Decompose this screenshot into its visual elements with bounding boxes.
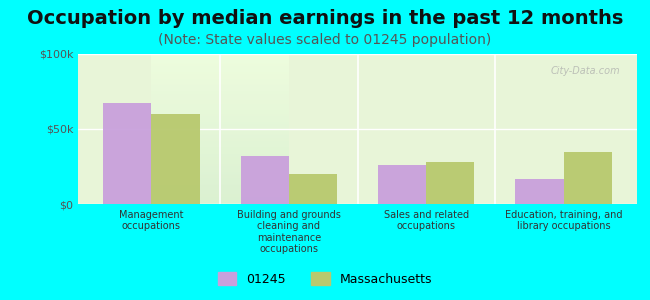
Bar <box>378 165 426 204</box>
Text: City-Data.com: City-Data.com <box>551 66 620 76</box>
Legend: 01245, Massachusetts: 01245, Massachusetts <box>213 267 437 291</box>
Bar <box>103 103 151 204</box>
Bar <box>564 152 612 204</box>
Bar <box>240 156 289 204</box>
Text: Occupation by median earnings in the past 12 months: Occupation by median earnings in the pas… <box>27 9 623 28</box>
Bar <box>426 162 474 204</box>
Bar <box>515 178 564 204</box>
Bar <box>289 174 337 204</box>
Text: (Note: State values scaled to 01245 population): (Note: State values scaled to 01245 popu… <box>159 33 491 47</box>
Bar <box>151 114 200 204</box>
